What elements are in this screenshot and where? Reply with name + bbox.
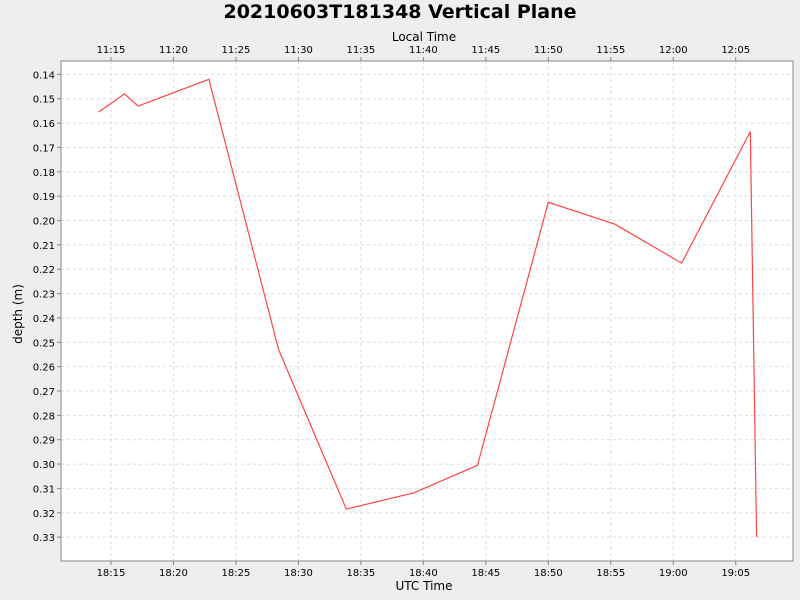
y-tick-label: 0.33 — [33, 533, 55, 544]
y-tick-label: 0.25 — [33, 338, 55, 349]
y-tick-label: 0.29 — [33, 436, 55, 447]
x2-tick-label: 11:40 — [409, 45, 438, 56]
x-tick-label: 18:50 — [534, 568, 563, 579]
x2-tick-label: 11:15 — [97, 45, 126, 56]
x-tick-label: 18:30 — [284, 568, 313, 579]
y-tick-label: 0.16 — [33, 119, 55, 130]
y-tick-label: 0.22 — [33, 265, 55, 276]
y-tick-label: 0.23 — [33, 290, 55, 301]
y-tick-label: 0.32 — [33, 509, 55, 520]
x2-tick-label: 11:50 — [534, 45, 563, 56]
y-tick-label: 0.21 — [33, 241, 55, 252]
x2-tick-label: 11:45 — [471, 45, 500, 56]
x-axis-label: UTC Time — [396, 579, 453, 593]
x-tick-label: 18:35 — [346, 568, 375, 579]
x2-tick-label: 11:30 — [284, 45, 313, 56]
depth-series-line — [98, 78, 758, 538]
plot-area — [61, 61, 793, 561]
x-tick-label: 19:05 — [721, 568, 750, 579]
line-layer — [98, 78, 758, 538]
x-tick-label: 18:25 — [222, 568, 251, 579]
y-tick-label: 0.15 — [33, 95, 55, 106]
grid-layer — [61, 61, 793, 561]
x-tick-label: 18:15 — [97, 568, 126, 579]
y-tick-label: 0.30 — [33, 460, 55, 471]
x2-tick-label: 11:55 — [596, 45, 625, 56]
y-tick-label: 0.26 — [33, 363, 55, 374]
chart-title: 20210603T181348 Vertical Plane — [223, 1, 577, 23]
y-tick-label: 0.19 — [33, 192, 55, 203]
y-tick-label: 0.31 — [33, 484, 55, 495]
plot-frame — [60, 60, 794, 562]
x-tick-label: 18:40 — [409, 568, 438, 579]
y-tick-label: 0.24 — [33, 314, 55, 325]
x-tick-label: 18:55 — [596, 568, 625, 579]
x2-axis-label: Local Time — [392, 30, 456, 44]
y-axis-label: depth (m) — [11, 284, 25, 344]
x2-tick-label: 12:05 — [721, 45, 750, 56]
y-tick-label: 0.27 — [33, 387, 55, 398]
y-tick-label: 0.20 — [33, 217, 55, 228]
x2-tick-label: 11:25 — [222, 45, 251, 56]
x-tick-label: 18:20 — [159, 568, 188, 579]
y-tick-label: 0.14 — [33, 70, 55, 81]
y-tick-label: 0.17 — [33, 143, 55, 154]
y-tick-label: 0.18 — [33, 168, 55, 179]
tick-layer: 18:15 18:20 18:25 18:30 18:35 18:40 18:45 18:50… — [33, 45, 750, 579]
x2-tick-label: 11:20 — [159, 45, 188, 56]
x-tick-label: 18:45 — [471, 568, 500, 579]
x2-tick-label: 12:00 — [659, 45, 688, 56]
x2-tick-label: 11:35 — [346, 45, 375, 56]
y-tick-label: 0.28 — [33, 411, 55, 422]
x-tick-label: 19:00 — [659, 568, 688, 579]
